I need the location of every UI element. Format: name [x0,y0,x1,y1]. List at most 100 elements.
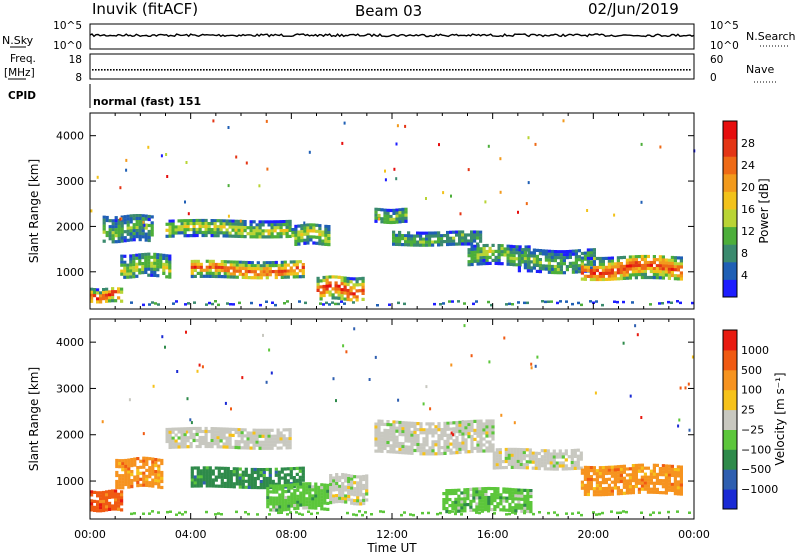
echo-cell [199,271,203,275]
echo-cell [407,430,411,434]
echo-cell [589,256,593,261]
ground-scatter-cell [226,302,229,305]
echo-cell [410,234,414,238]
echo-cell [225,430,229,434]
noise-cell [147,145,150,149]
echo-cell [457,503,461,507]
echo-cell [543,467,547,471]
echo-cell [583,483,587,487]
echo-cell [446,436,450,440]
echo-cell [115,473,119,478]
echo-cell [631,261,635,265]
echo-cell [132,254,136,258]
echo-cell [220,275,224,279]
echo-cell [165,257,169,261]
echo-cell [282,443,286,447]
echo-cell [613,262,617,266]
echo-cell [413,427,417,432]
echo-cell [604,268,608,272]
echo-cell [655,273,659,277]
echo-cell [168,222,172,226]
echo-cell [579,454,583,458]
echo-cell [520,509,524,513]
echo-cell [292,260,296,264]
echo-cell [576,466,580,470]
echo-cell [132,217,136,221]
echo-cell [570,455,574,459]
freq-dot [545,69,547,71]
freq-dot [464,69,466,71]
echo-cell [114,222,118,226]
echo-cell [507,453,511,457]
echo-cell [358,283,362,287]
echo-cell [425,237,429,241]
echo-cell [571,249,575,253]
echo-cell [183,445,187,449]
echo-cell [120,227,124,231]
echo-cell [583,265,587,269]
echo-cell [222,222,226,226]
echo-cell [431,452,435,456]
noise-cell [622,341,625,345]
echo-cell [129,214,133,218]
echo-cell [147,252,151,256]
freq-dot [623,69,625,71]
echo-cell [193,484,197,488]
echo-cell [111,495,115,499]
echo-cell [145,462,149,466]
echo-cell [264,431,268,435]
echo-cell [290,486,294,490]
echo-cell [526,500,530,505]
echo-cell [208,466,212,470]
velocity-panel-frame [89,318,695,520]
echo-cell [204,218,208,223]
echo-cell [126,214,130,218]
echo-cell [253,273,257,277]
echo-cell [512,260,516,264]
noise-cell [634,324,637,328]
echo-cell [102,288,106,292]
echo-cell [295,478,299,482]
echo-cell [150,267,154,271]
echo-cell [580,262,584,266]
echo-cell [180,225,184,229]
echo-cell [346,282,350,287]
echo-cell [285,440,289,444]
echo-cell [461,447,465,451]
echo-cell [183,234,187,238]
echo-cell [398,423,402,428]
echo-cell [270,232,274,236]
echo-cell [380,437,384,441]
colorbar-swatch [723,209,737,228]
echo-cell [479,449,483,453]
echo-cell [252,446,256,450]
echo-cell [646,260,650,265]
echo-cell [670,467,674,471]
echo-cell [454,497,458,501]
echo-cell [407,234,411,238]
echo-cell [401,442,405,446]
echo-cell [273,440,277,444]
echo-cell [437,446,441,450]
echo-cell [616,277,620,281]
echo-cell [676,262,680,266]
echo-cell [147,229,151,234]
echo-cell [192,435,196,440]
echo-cell [165,433,169,438]
echo-cell [458,230,462,234]
noise-cell [395,177,398,181]
echo-cell [475,493,479,497]
echo-cell [223,275,227,279]
echo-cell [552,464,556,468]
freq-dot [260,69,262,71]
echo-cell [286,263,290,267]
echo-cell [525,448,529,452]
echo-cell [661,479,665,483]
noise-cell [201,365,204,369]
freq-dot [425,69,427,71]
echo-cell [301,263,305,267]
echo-cell [213,219,217,223]
echo-cell [286,269,290,273]
echo-cell [189,442,193,446]
echo-cell [132,232,136,236]
